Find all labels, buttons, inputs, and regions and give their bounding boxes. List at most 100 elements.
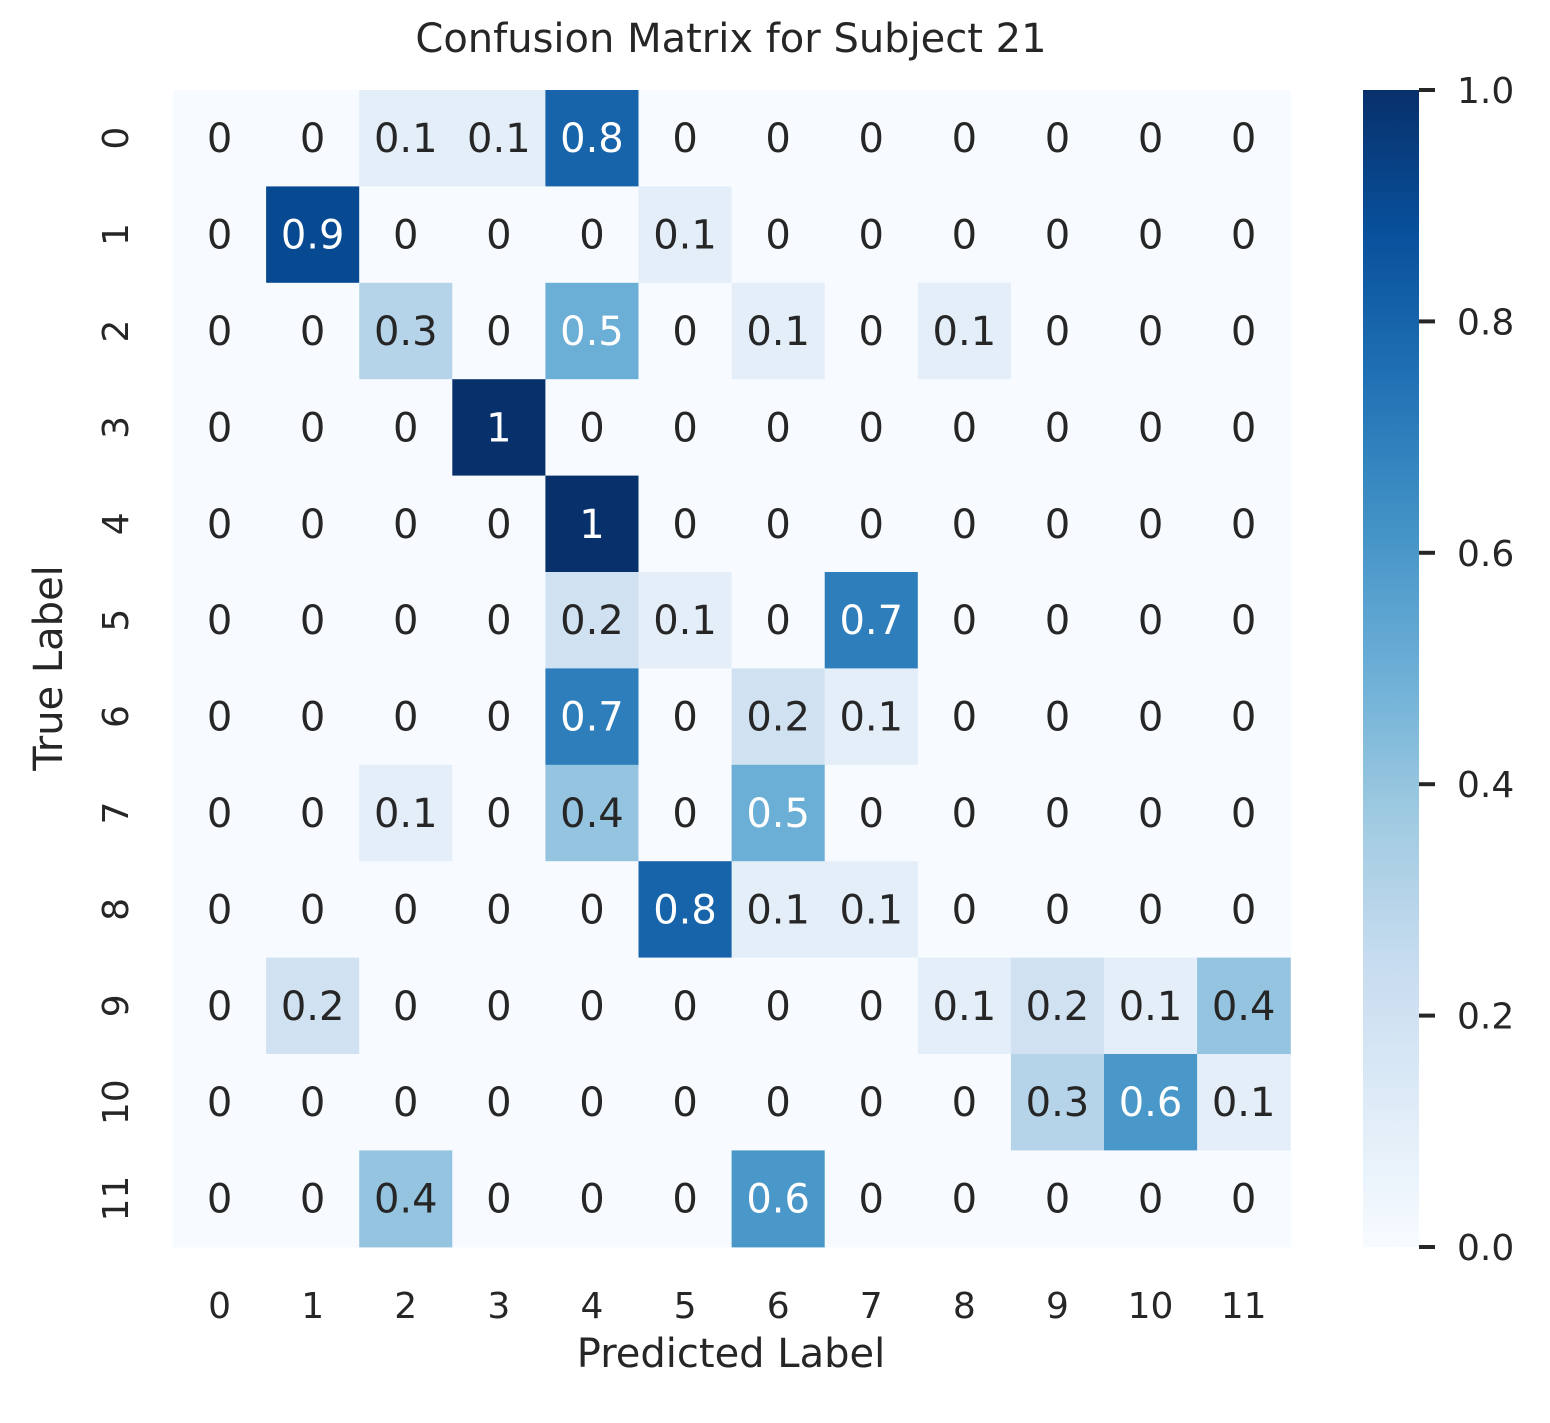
cell-value-label: 0 bbox=[579, 887, 604, 933]
cell-value-label: 0 bbox=[393, 405, 418, 451]
heatmap-cell bbox=[1197, 282, 1291, 380]
heatmap-cell bbox=[266, 90, 360, 187]
cell-value-label: 0 bbox=[1045, 309, 1070, 355]
cell-value-label: 0 bbox=[300, 791, 325, 837]
heatmap-cell bbox=[359, 861, 453, 959]
y-tick-label: 7 bbox=[96, 802, 137, 825]
cell-value-label: 0 bbox=[1231, 598, 1256, 644]
heatmap-cell bbox=[731, 668, 826, 766]
cell-value-label: 0 bbox=[207, 213, 232, 259]
cell-value-label: 0.5 bbox=[746, 791, 810, 837]
cell-value-label: 0.2 bbox=[1026, 984, 1090, 1030]
cell-value-label: 0 bbox=[300, 887, 325, 933]
heatmap-cell bbox=[917, 475, 1012, 573]
cell-value-label: 0 bbox=[1138, 598, 1163, 644]
cell-value-label: 0 bbox=[1231, 1177, 1256, 1223]
heatmap-cell bbox=[638, 90, 733, 187]
heatmap-cell bbox=[266, 282, 360, 380]
heatmap-cell bbox=[545, 957, 640, 1055]
heatmap-cell bbox=[1010, 1054, 1105, 1151]
cell-value-label: 0.3 bbox=[374, 309, 438, 355]
cell-value-label: 0 bbox=[1138, 695, 1163, 741]
cell-value-label: 0 bbox=[952, 502, 977, 548]
heatmap-cell bbox=[1197, 379, 1291, 477]
heatmap-cell bbox=[1010, 1150, 1105, 1248]
heatmap-cell bbox=[359, 475, 453, 573]
cell-value-label: 0.6 bbox=[1119, 1080, 1183, 1126]
cell-value-label: 0 bbox=[486, 502, 511, 548]
heatmap-cell bbox=[452, 186, 546, 284]
cell-value-label: 0 bbox=[859, 213, 884, 259]
cell-value-label: 0 bbox=[952, 1080, 977, 1126]
heatmap-cell bbox=[173, 1150, 267, 1248]
heatmap-cell bbox=[731, 572, 826, 669]
cell-value-label: 0.2 bbox=[746, 695, 810, 741]
heatmap-cell bbox=[266, 186, 360, 284]
heatmap-cell bbox=[266, 861, 360, 959]
cell-value-label: 0 bbox=[579, 1080, 604, 1126]
heatmap-cell bbox=[824, 572, 919, 669]
heatmap-cell bbox=[1010, 668, 1105, 766]
y-tick-label: 4 bbox=[96, 512, 137, 535]
heatmap-cell bbox=[173, 957, 267, 1055]
cell-value-label: 0 bbox=[393, 887, 418, 933]
heatmap-cell bbox=[638, 1054, 733, 1151]
heatmap-cell bbox=[545, 572, 640, 669]
heatmap-cell bbox=[1197, 764, 1291, 862]
y-tick-labels: 0 1 2 3 4 5 6 7 8 9 10 11 bbox=[96, 127, 137, 1222]
cell-value-label: 0.3 bbox=[1026, 1080, 1090, 1126]
cell-value-label: 0 bbox=[672, 984, 697, 1030]
heatmap-cell bbox=[731, 90, 826, 187]
cell-value-label: 0 bbox=[300, 309, 325, 355]
heatmap-cell bbox=[359, 668, 453, 766]
cell-value-label: 0 bbox=[393, 1080, 418, 1126]
cell-value-label: 0 bbox=[952, 116, 977, 162]
cell-value-label: 0 bbox=[859, 116, 884, 162]
heatmap-cell bbox=[1010, 379, 1105, 477]
cell-value-label: 0 bbox=[672, 116, 697, 162]
cell-value-label: 0 bbox=[486, 598, 511, 644]
heatmap-cell bbox=[452, 1054, 546, 1151]
heatmap-cell bbox=[1197, 186, 1291, 284]
cell-value-label: 0 bbox=[859, 309, 884, 355]
x-tick-label: 2 bbox=[394, 1286, 417, 1327]
heatmap-cell bbox=[173, 572, 267, 669]
colorbar bbox=[1363, 90, 1419, 1247]
heatmap-cell bbox=[824, 1150, 919, 1248]
heatmap-cell bbox=[638, 668, 733, 766]
heatmap-cell bbox=[1010, 282, 1105, 380]
y-tick-label: 6 bbox=[96, 705, 137, 728]
cell-value-label: 0 bbox=[393, 695, 418, 741]
heatmap-cell bbox=[824, 1054, 919, 1151]
cell-value-label: 0 bbox=[672, 405, 697, 451]
heatmap-cell bbox=[173, 475, 267, 573]
cell-value-label: 0 bbox=[859, 1177, 884, 1223]
cell-value-label: 0 bbox=[1045, 116, 1070, 162]
heatmap-cell bbox=[1197, 957, 1291, 1055]
cell-value-label: 0 bbox=[859, 405, 884, 451]
cell-value-label: 0 bbox=[486, 213, 511, 259]
heatmap-cell bbox=[1197, 1150, 1291, 1248]
heatmap-cell bbox=[1104, 475, 1198, 573]
heatmap-cell bbox=[1104, 186, 1198, 284]
x-tick-label: 6 bbox=[767, 1286, 790, 1327]
heatmap-cell bbox=[1104, 1054, 1198, 1151]
heatmap-cell bbox=[1010, 764, 1105, 862]
y-tick-label: 11 bbox=[96, 1176, 137, 1222]
heatmap-cell bbox=[545, 186, 640, 284]
cell-value-label: 0 bbox=[1138, 405, 1163, 451]
heatmap-cells bbox=[173, 90, 1291, 1248]
cell-value-label: 0 bbox=[300, 1080, 325, 1126]
heatmap-cell bbox=[1197, 572, 1291, 669]
x-tick-label: 5 bbox=[674, 1286, 697, 1327]
cell-value-label: 0 bbox=[1138, 309, 1163, 355]
y-tick-label: 2 bbox=[96, 320, 137, 343]
heatmap-cell bbox=[359, 186, 453, 284]
heatmap-cell bbox=[731, 1150, 826, 1248]
cell-value-label: 0 bbox=[207, 116, 232, 162]
cell-value-label: 0 bbox=[1045, 598, 1070, 644]
y-tick-label: 10 bbox=[96, 1079, 137, 1125]
cell-value-label: 0 bbox=[1138, 791, 1163, 837]
heatmap-cell bbox=[173, 379, 267, 477]
heatmap-cell bbox=[545, 379, 640, 477]
